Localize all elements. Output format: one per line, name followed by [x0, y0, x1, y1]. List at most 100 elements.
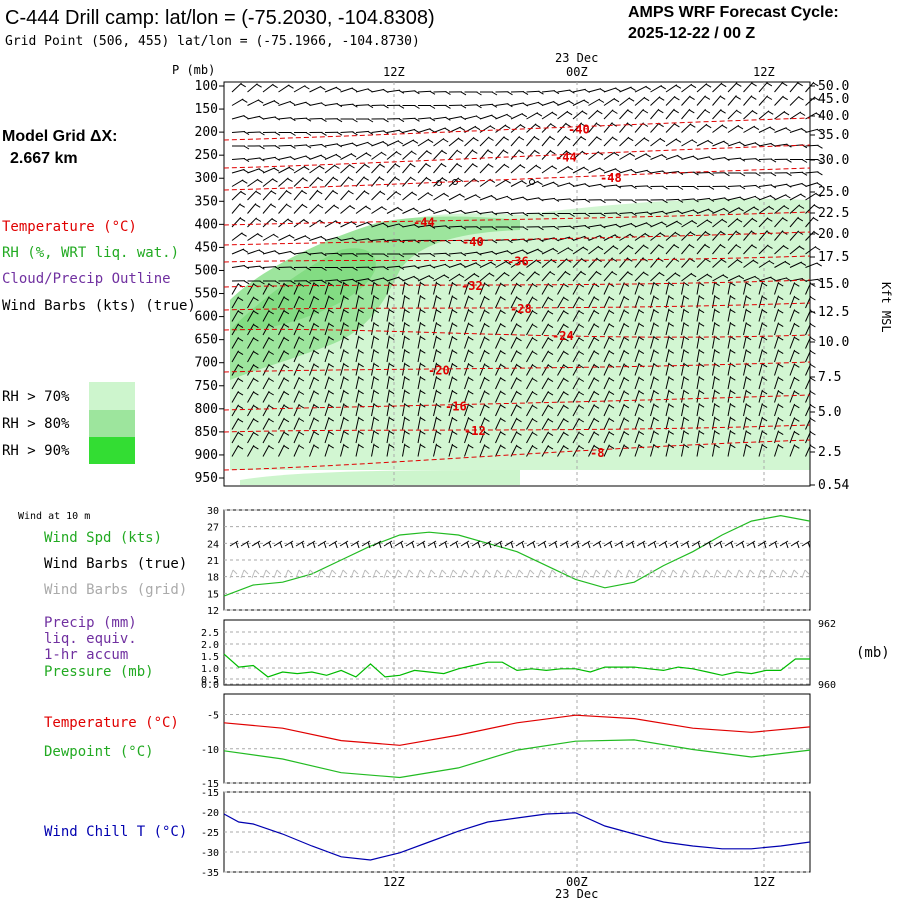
wind-barb-flag: [537, 248, 543, 253]
wind-barb: [727, 124, 740, 133]
wind-barb-flag: [653, 430, 659, 435]
wind-barb-flag: [563, 337, 569, 342]
wind-barb-flag: [653, 295, 659, 300]
wind-barb-flag: [505, 179, 511, 184]
wind-barb-flag: [468, 363, 474, 368]
wind-barb-flag: [564, 136, 571, 141]
wind-barb-flag: [522, 91, 529, 96]
wind-barb: [541, 404, 549, 417]
wind-barb-flag: [468, 444, 474, 449]
wind-barb-flag: [752, 259, 759, 264]
wind-barb-flag: [320, 236, 327, 241]
wind-barb-flag: [770, 276, 776, 281]
wind-barb-flag: [627, 109, 633, 114]
wind-barb-flag: [298, 431, 305, 436]
wind-barb: [727, 376, 731, 390]
wind-barb: [231, 190, 242, 201]
wind-barb: [619, 403, 625, 417]
surface-wind-barb-flag: [345, 541, 349, 549]
wind-barb-flag: [420, 363, 426, 368]
wind-barb: [541, 350, 549, 363]
wind-barb-flag: [569, 198, 575, 203]
wind-barb-flag: [343, 444, 349, 449]
wind-barb-flag: [253, 391, 259, 396]
height-tick-label: 0.54: [818, 478, 849, 493]
wind-barb: [231, 282, 239, 295]
wind-barb: [324, 335, 330, 349]
wind-barb: [603, 322, 610, 336]
wind-barb-flag: [532, 405, 538, 409]
wind-barb-flag: [271, 218, 278, 223]
wind-barb-flag: [484, 377, 490, 382]
wind-barb: [743, 125, 756, 133]
wind-barb-flag: [608, 377, 615, 382]
wind-barb-flag: [645, 86, 651, 91]
wind-barb: [262, 350, 270, 363]
surface-wind-barb: [438, 540, 448, 547]
grid-wind-barb: [526, 569, 531, 579]
temperature-contour: [223, 424, 811, 433]
wind-barb: [572, 270, 582, 282]
wind-barb-flag: [698, 376, 705, 381]
wind-barb-flag: [313, 323, 320, 328]
wind-barb-flag: [414, 253, 420, 258]
wind-barb-flag: [668, 403, 674, 408]
wind-barb-flag: [683, 444, 690, 449]
wind-barb: [464, 262, 477, 268]
wind-barb-flag: [547, 445, 554, 450]
wind-barb: [650, 137, 662, 147]
wind-barb-flag: [668, 430, 674, 435]
wind-barb: [557, 296, 565, 309]
time-tick-bottom-2: 00Z: [566, 875, 588, 889]
wind-barb: [293, 235, 307, 241]
grid-wind-barb: [504, 569, 509, 579]
wind-barb: [262, 100, 276, 106]
surface-wind-barb-flag: [741, 541, 745, 549]
wind-barb: [433, 416, 437, 430]
wind-barb: [758, 194, 772, 201]
surface-wind-barb: [229, 540, 239, 547]
wind-barb: [417, 274, 430, 282]
wind-barb-flag: [714, 309, 720, 314]
wind-barb-flag: [255, 218, 262, 222]
wind-barb: [619, 271, 629, 282]
wind-barb-flag: [298, 296, 305, 301]
wind-barb-flag: [653, 349, 659, 354]
surface-wind-barb: [317, 540, 327, 547]
wind-barb: [557, 309, 565, 322]
wind-barb: [665, 389, 670, 403]
surface-wind-barb-flag: [521, 541, 525, 549]
wind-barb-flag: [343, 309, 349, 314]
wind-barb-flag: [272, 84, 278, 89]
wind-barb: [696, 308, 700, 322]
wind-barb-flag: [451, 309, 458, 314]
wind-barb-flag: [580, 136, 587, 141]
wind-barb: [479, 349, 486, 363]
wind-barb: [805, 430, 812, 444]
wind-barb: [386, 150, 398, 160]
wind-barb-flag: [317, 204, 324, 209]
wind-barb-flag: [581, 110, 588, 115]
grid-wind-barb-flag: [254, 569, 260, 575]
wind-barb: [278, 417, 285, 430]
wind-barb: [774, 376, 779, 390]
wind-barb-flag: [578, 391, 585, 396]
grid-wind-barb-flag: [474, 569, 480, 575]
wind-barb: [340, 416, 345, 430]
wind-barb: [681, 219, 693, 228]
wind-barb: [402, 275, 415, 282]
wind-barb: [262, 404, 270, 417]
wind-barb-flag: [567, 247, 574, 252]
wind-barb: [309, 376, 315, 390]
wind-barb-flag: [313, 417, 320, 422]
wind-barb: [805, 309, 812, 322]
wind-barb: [433, 162, 443, 174]
wind-barb: [340, 362, 345, 376]
wind-barb-flag: [445, 240, 451, 244]
wind-barb: [417, 264, 431, 268]
wind-barb: [541, 444, 549, 457]
wind-barb-flag: [383, 118, 389, 123]
wind-barb-flag: [302, 177, 308, 182]
panel-tick-label: -10: [201, 745, 219, 756]
wind-barb: [774, 295, 779, 309]
